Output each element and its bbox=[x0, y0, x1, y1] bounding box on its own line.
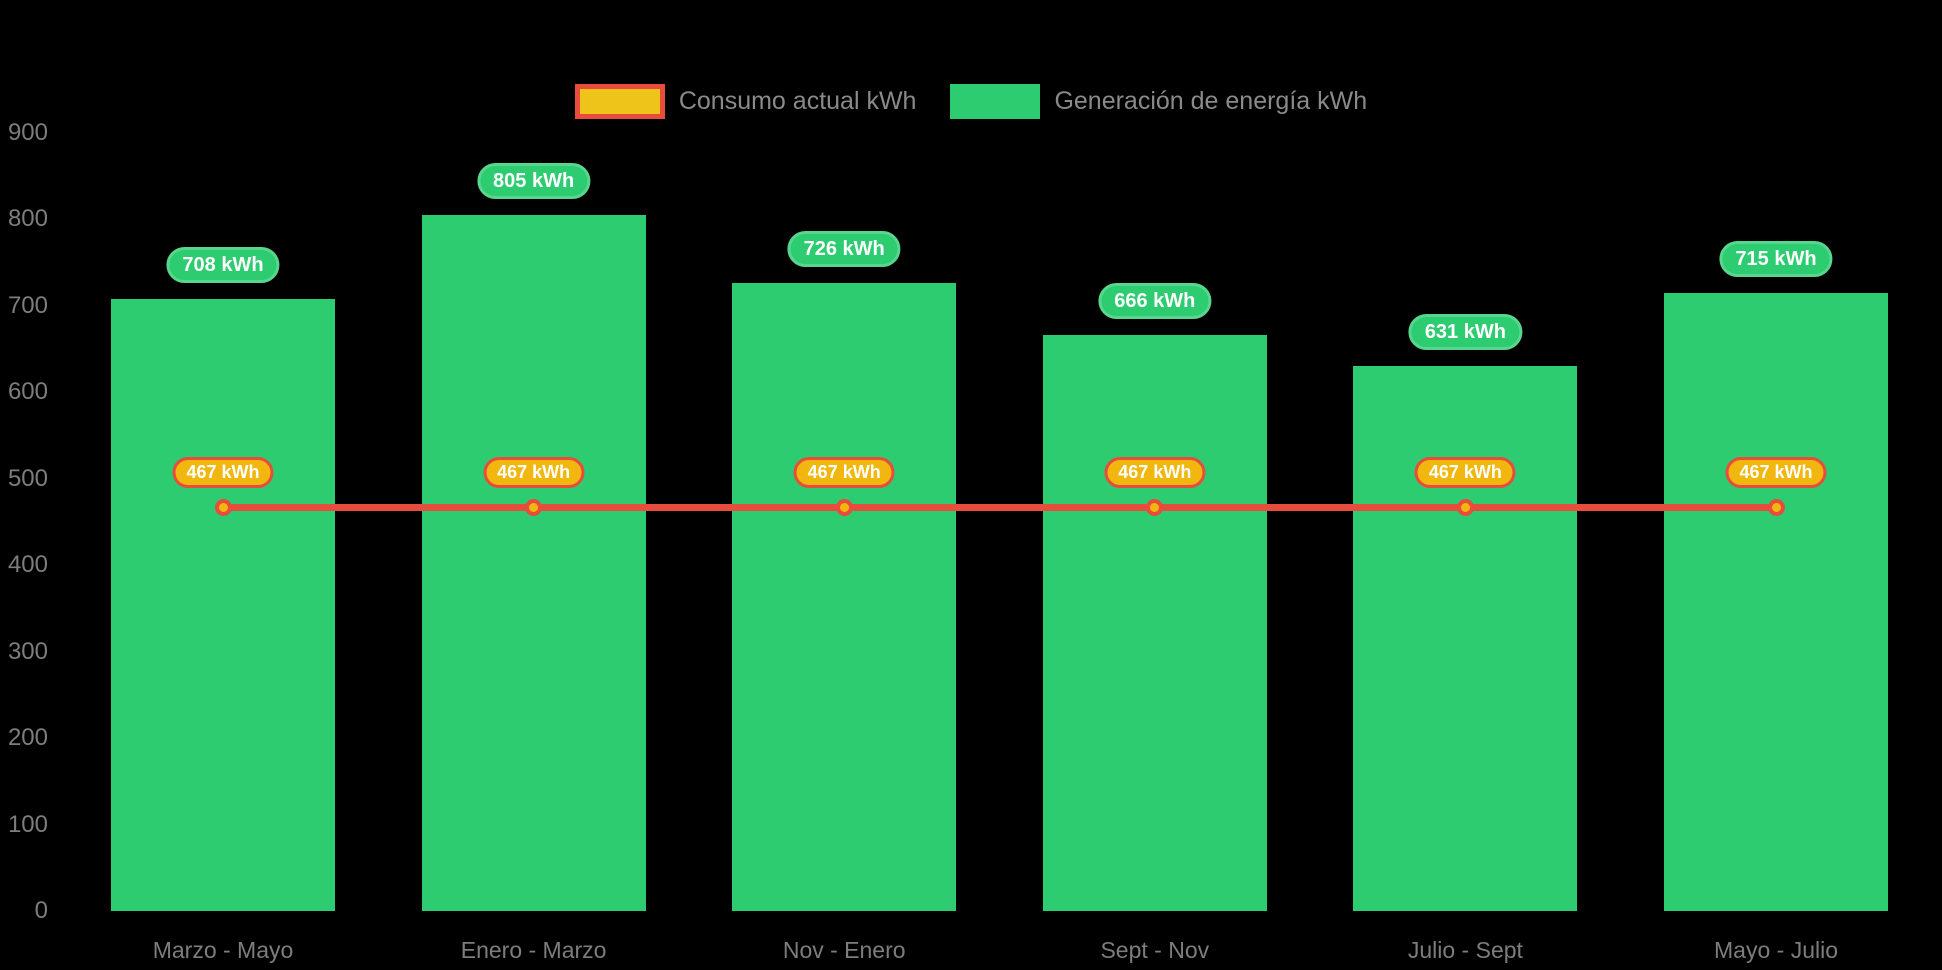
y-tick-label: 900 bbox=[7, 119, 48, 146]
legend-swatch-consumo-icon bbox=[574, 84, 665, 119]
generation-value-badge: 631 kWh bbox=[1408, 313, 1522, 350]
x-axis-label: Enero - Marzo bbox=[460, 937, 607, 963]
consumption-point[interactable] bbox=[1767, 498, 1785, 516]
x-axis-label: Julio - Sept bbox=[1407, 937, 1523, 963]
consumption-point[interactable] bbox=[214, 498, 232, 516]
x-axis-label: Mayo - Julio bbox=[1714, 937, 1838, 963]
y-tick-label: 500 bbox=[7, 464, 48, 492]
consumption-value-badge: 467 kWh bbox=[793, 457, 895, 489]
consumption-point[interactable] bbox=[1456, 498, 1474, 516]
generation-bar[interactable] bbox=[732, 283, 957, 911]
consumption-point[interactable] bbox=[1146, 498, 1164, 516]
consumption-value-badge: 467 kWh bbox=[1414, 457, 1516, 489]
generation-value-badge: 708 kWh bbox=[166, 246, 280, 283]
y-tick-label: 0 bbox=[34, 897, 48, 924]
y-tick-label: 600 bbox=[7, 378, 48, 406]
legend-item-consumo-actual[interactable]: Consumo actual kWh bbox=[574, 84, 917, 119]
generation-value-badge: 715 kWh bbox=[1719, 240, 1833, 277]
y-tick-label: 800 bbox=[7, 205, 48, 233]
consumption-point[interactable] bbox=[525, 498, 543, 516]
generation-bar[interactable] bbox=[421, 215, 646, 911]
legend-item-generacion[interactable]: Generación de energía kWh bbox=[950, 84, 1367, 119]
consumption-point[interactable] bbox=[835, 498, 853, 516]
y-tick-label: 700 bbox=[7, 291, 48, 319]
legend-label-generacion: Generación de energía kWh bbox=[1054, 87, 1368, 115]
legend-label-consumo: Consumo actual kWh bbox=[678, 87, 917, 115]
generation-value-badge: 726 kWh bbox=[787, 231, 901, 268]
legend-swatch-generacion-icon bbox=[950, 84, 1041, 119]
y-tick-label: 200 bbox=[7, 724, 48, 752]
x-axis-label: Sept - Nov bbox=[1100, 937, 1210, 963]
generation-bar[interactable] bbox=[111, 298, 335, 911]
generation-value-badge: 805 kWh bbox=[477, 163, 591, 200]
x-axis-label: Marzo - Mayo bbox=[152, 937, 294, 963]
y-tick-label: 400 bbox=[7, 551, 48, 579]
consumption-line bbox=[223, 503, 1776, 511]
consumption-value-badge: 467 kWh bbox=[483, 457, 585, 489]
generation-value-badge: 666 kWh bbox=[1098, 283, 1212, 320]
consumption-value-badge: 467 kWh bbox=[172, 457, 274, 489]
generation-bar[interactable] bbox=[1664, 292, 1888, 911]
y-tick-label: 300 bbox=[7, 637, 48, 665]
x-axis-label: Nov - Enero bbox=[782, 937, 906, 963]
generation-bar[interactable] bbox=[1042, 335, 1267, 911]
consumption-value-badge: 467 kWh bbox=[1725, 457, 1827, 489]
consumption-value-badge: 467 kWh bbox=[1104, 457, 1206, 489]
generation-bar[interactable] bbox=[1353, 365, 1578, 911]
chart-legend: Consumo actual kWh Generación de energía… bbox=[0, 84, 1942, 119]
y-tick-label: 100 bbox=[7, 810, 48, 838]
